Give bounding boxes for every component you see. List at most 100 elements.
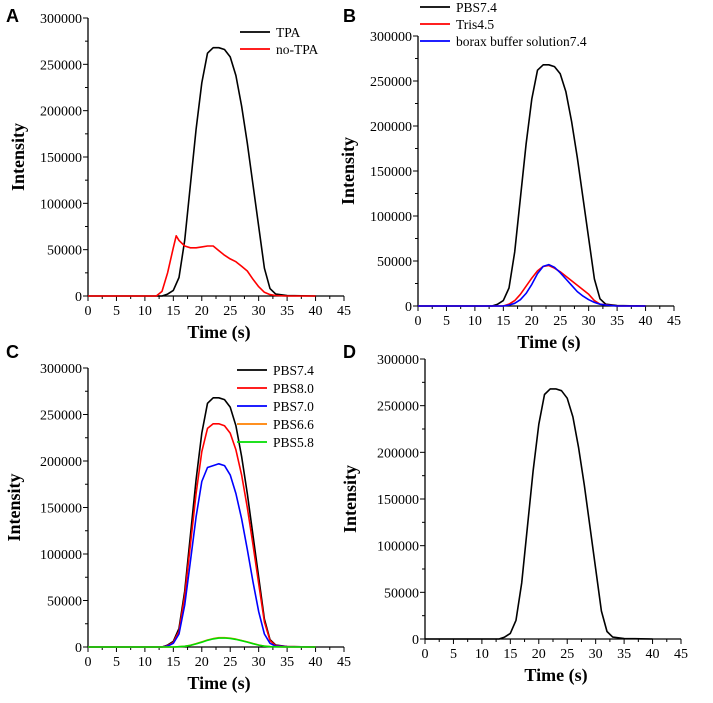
y-tick-label: 0 xyxy=(75,290,82,305)
series-line-pbs7-4 xyxy=(418,64,646,307)
x-axis-title: Time (s) xyxy=(187,322,250,343)
x-tick-label: 25 xyxy=(223,655,237,670)
y-tick-label: 50000 xyxy=(384,586,419,601)
x-axis-title: Time (s) xyxy=(517,332,580,353)
x-tick-label: 10 xyxy=(468,314,482,329)
y-tick-label: 150000 xyxy=(40,502,82,517)
x-tick-label: 30 xyxy=(252,655,266,670)
y-tick-label: 0 xyxy=(412,633,419,648)
x-tick-label: 5 xyxy=(113,304,120,319)
x-tick-label: 25 xyxy=(560,647,574,662)
y-axis-title: Intensity xyxy=(4,473,24,541)
legend-label: PBS5.8 xyxy=(273,435,314,450)
x-tick-label: 30 xyxy=(582,314,596,329)
y-tick-label: 50000 xyxy=(47,595,82,610)
legend-label: PBS6.6 xyxy=(273,417,314,432)
legend-label: PBS7.0 xyxy=(273,399,314,414)
x-tick-label: 5 xyxy=(443,314,450,329)
y-axis-title: Intensity xyxy=(340,465,360,533)
chart-panel-b: B 0 5 10 15 20 25 30 35 40 45 0 50000 100000 150000 200… xyxy=(338,0,681,353)
x-tick-label: 45 xyxy=(667,314,681,329)
y-tick-label: 50000 xyxy=(377,255,412,270)
series-line-no-tpa xyxy=(88,235,316,297)
x-tick-label: 40 xyxy=(309,304,323,319)
x-tick-label: 15 xyxy=(496,314,510,329)
x-tick-label: 10 xyxy=(475,647,489,662)
x-tick-label: 20 xyxy=(525,314,539,329)
legend-label: borax buffer solution7.4 xyxy=(456,34,587,49)
y-tick-label: 300000 xyxy=(40,362,82,377)
x-tick-label: 15 xyxy=(166,655,180,670)
x-tick-label: 15 xyxy=(503,647,517,662)
x-tick-label: 35 xyxy=(610,314,624,329)
x-tick-label: 30 xyxy=(589,647,603,662)
legend: PBS7.4 PBS8.0 PBS7.0 PBS6.6 PBS5.8 xyxy=(237,363,314,450)
y-tick-label: 250000 xyxy=(40,409,82,424)
x-tick-label: 5 xyxy=(113,655,120,670)
chart-panel-c: C 0 5 10 15 20 25 30 35 40 45 0 50000 100000 150000 200… xyxy=(4,342,351,694)
legend: PBS7.4 Tris4.5 borax buffer solution7.4 xyxy=(420,0,587,49)
x-tick-label: 25 xyxy=(553,314,567,329)
y-tick-label: 250000 xyxy=(370,75,412,90)
series-line-pbs5-8 xyxy=(88,637,316,648)
x-tick-label: 20 xyxy=(195,655,209,670)
x-tick-label: 40 xyxy=(639,314,653,329)
y-tick-label: 100000 xyxy=(370,210,412,225)
series-line-pbs8-0 xyxy=(88,422,316,648)
y-tick-label: 250000 xyxy=(377,400,419,415)
x-tick-label: 0 xyxy=(415,314,422,329)
x-tick-label: 35 xyxy=(280,655,294,670)
y-tick-label: 150000 xyxy=(40,151,82,166)
series-line-borax-buffer-solution7-4 xyxy=(418,263,646,307)
x-tick-label: 35 xyxy=(280,304,294,319)
series-line-pbs7-0 xyxy=(88,462,316,648)
legend: TPA no-TPA xyxy=(240,25,319,57)
y-tick-label: 0 xyxy=(405,300,412,315)
x-tick-label: 15 xyxy=(166,304,180,319)
x-tick-label: 25 xyxy=(223,304,237,319)
panel-letter: B xyxy=(343,6,356,26)
y-axis-title: Intensity xyxy=(338,137,358,205)
y-tick-label: 300000 xyxy=(377,353,419,368)
y-tick-label: 300000 xyxy=(370,30,412,45)
legend-label: PBS7.4 xyxy=(273,363,314,378)
x-tick-label: 45 xyxy=(337,304,351,319)
x-tick-label: 0 xyxy=(422,647,429,662)
y-tick-label: 0 xyxy=(75,641,82,656)
y-tick-label: 150000 xyxy=(370,165,412,180)
series-line-tpa xyxy=(88,46,316,297)
x-tick-label: 10 xyxy=(138,655,152,670)
x-tick-label: 5 xyxy=(450,647,457,662)
series-line-intensity xyxy=(425,388,653,640)
x-tick-label: 40 xyxy=(646,647,660,662)
chart-panel-d: D 0 5 10 15 20 25 30 35 40 45 0 50000 100000 150000 200… xyxy=(340,342,688,686)
y-tick-label: 250000 xyxy=(40,58,82,73)
legend-label: PBS7.4 xyxy=(456,0,497,15)
panel-letter: C xyxy=(6,342,19,362)
y-tick-label: 300000 xyxy=(40,12,82,27)
x-tick-label: 45 xyxy=(674,647,688,662)
y-tick-label: 100000 xyxy=(40,197,82,212)
panel-letter: A xyxy=(6,6,19,26)
x-tick-label: 35 xyxy=(617,647,631,662)
legend-label: PBS8.0 xyxy=(273,381,314,396)
chart-panel-a: A 0 5 10 15 20 25 30 35 40 45 0 50000 100000 150000 200… xyxy=(6,6,351,343)
y-tick-label: 100000 xyxy=(40,548,82,563)
y-tick-label: 100000 xyxy=(377,540,419,555)
y-tick-label: 200000 xyxy=(370,120,412,135)
legend-label: no-TPA xyxy=(276,42,319,57)
y-tick-label: 50000 xyxy=(47,244,82,259)
legend-label: TPA xyxy=(276,25,301,40)
x-tick-label: 20 xyxy=(532,647,546,662)
x-tick-label: 20 xyxy=(195,304,209,319)
y-tick-label: 150000 xyxy=(377,493,419,508)
legend-label: Tris4.5 xyxy=(456,17,494,32)
x-tick-label: 30 xyxy=(252,304,266,319)
x-tick-label: 0 xyxy=(85,304,92,319)
x-tick-label: 0 xyxy=(85,655,92,670)
x-tick-label: 40 xyxy=(309,655,323,670)
x-tick-label: 45 xyxy=(337,655,351,670)
x-axis-title: Time (s) xyxy=(187,673,250,694)
series-line-tris4-5 xyxy=(418,264,646,307)
